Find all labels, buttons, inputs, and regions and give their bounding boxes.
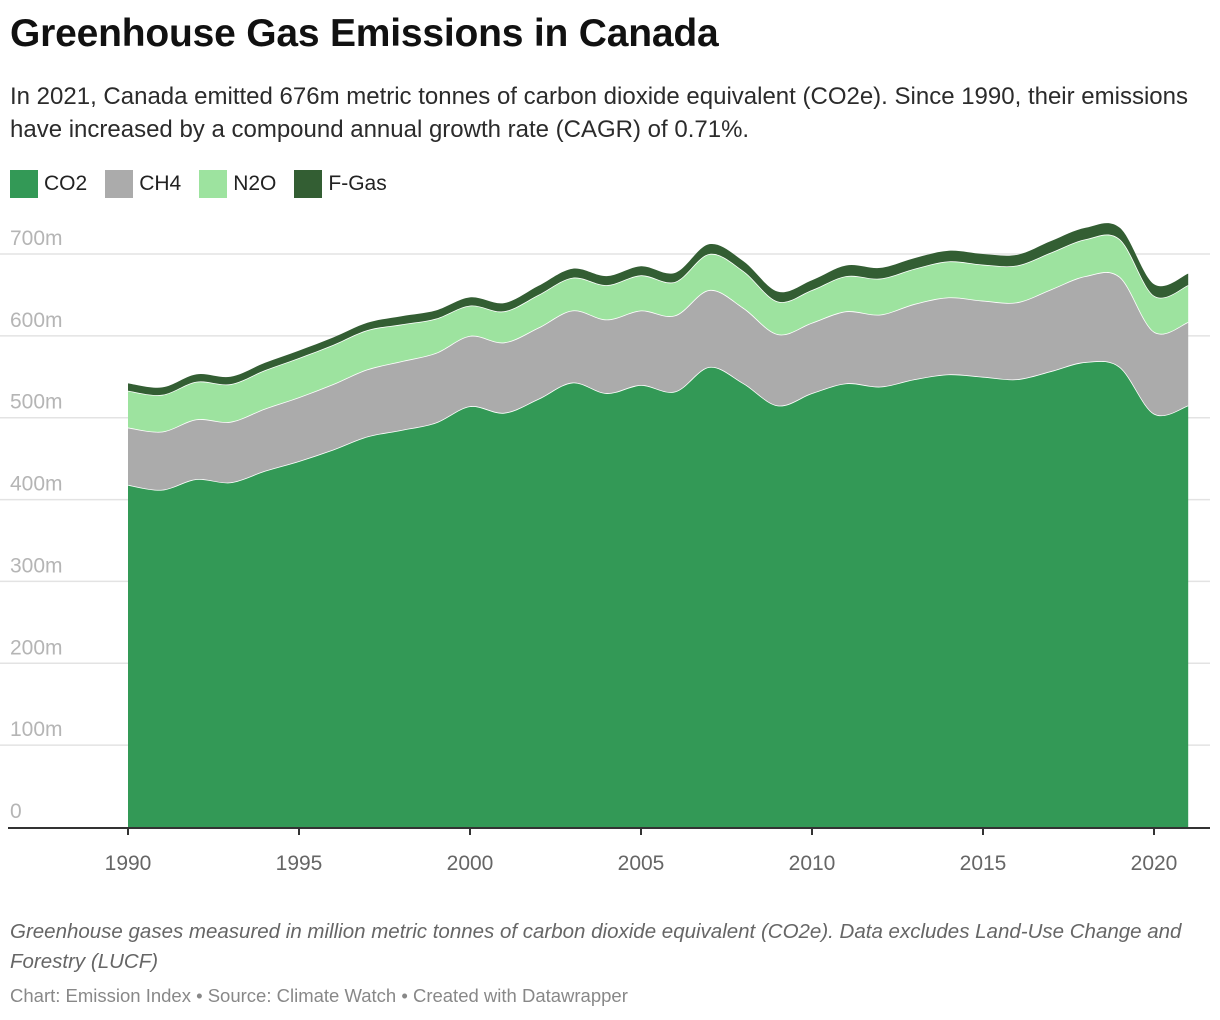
area-ch4 <box>128 272 1189 490</box>
x-tick-label: 2010 <box>789 852 836 875</box>
legend-label-n2o: N2O <box>233 172 277 195</box>
x-tick-label: 2005 <box>618 852 665 875</box>
legend-item-f-gas: F-Gas <box>294 170 387 198</box>
x-tick-label: 1990 <box>105 852 152 875</box>
x-axis: 1990 1995 2000 2005 2010 2015 2020 <box>8 827 1210 875</box>
y-tick-label: 100m <box>10 718 63 741</box>
y-axis-labels: 0 100m 200m 300m 400m 500m 600m 700m <box>10 227 63 823</box>
x-tick-label: 2020 <box>1131 852 1178 875</box>
x-tick-label: 2000 <box>447 852 494 875</box>
legend-swatch-co2 <box>10 170 38 198</box>
y-tick-label: 300m <box>10 554 63 577</box>
legend-label-ch4: CH4 <box>139 172 182 195</box>
chart-legend: CO2 CH4 N2O F-Gas <box>10 170 405 198</box>
y-tick-label: 200m <box>10 636 63 659</box>
y-tick-label: 400m <box>10 473 63 496</box>
y-tick-label: 0 <box>10 800 22 823</box>
y-tick-label: 700m <box>10 227 63 250</box>
legend-item-co2: CO2 <box>10 170 87 198</box>
stacked-area-chart: 1990 1995 2000 2005 2010 2015 2020 0 100m 200m 30… <box>0 223 1210 875</box>
legend-swatch-f-gas <box>294 170 323 198</box>
area-f-gas <box>128 223 1189 396</box>
legend-item-ch4: CH4 <box>105 170 181 198</box>
legend-swatch-n2o <box>199 170 228 198</box>
x-tick-label: 1995 <box>276 852 323 875</box>
legend-item-n2o: N2O <box>199 170 276 198</box>
chart-title: Greenhouse Gas Emissions in Canada <box>10 12 719 55</box>
area-n2o <box>128 234 1189 432</box>
area-co2 <box>128 360 1189 827</box>
x-tick-label: 2015 <box>960 852 1007 875</box>
chart-notes: Greenhouse gases measured in million met… <box>10 920 1182 973</box>
legend-swatch-ch4 <box>105 170 134 198</box>
chart-subtitle: In 2021, Canada emitted 676m metric tonn… <box>10 83 1188 143</box>
y-tick-label: 500m <box>10 391 63 414</box>
legend-label-f-gas: F-Gas <box>328 172 387 195</box>
area-series <box>127 223 1189 827</box>
legend-label-co2: CO2 <box>44 172 88 195</box>
y-tick-label: 600m <box>10 309 63 332</box>
chart-credits: Chart: Emission Index • Source: Climate … <box>10 985 628 1006</box>
